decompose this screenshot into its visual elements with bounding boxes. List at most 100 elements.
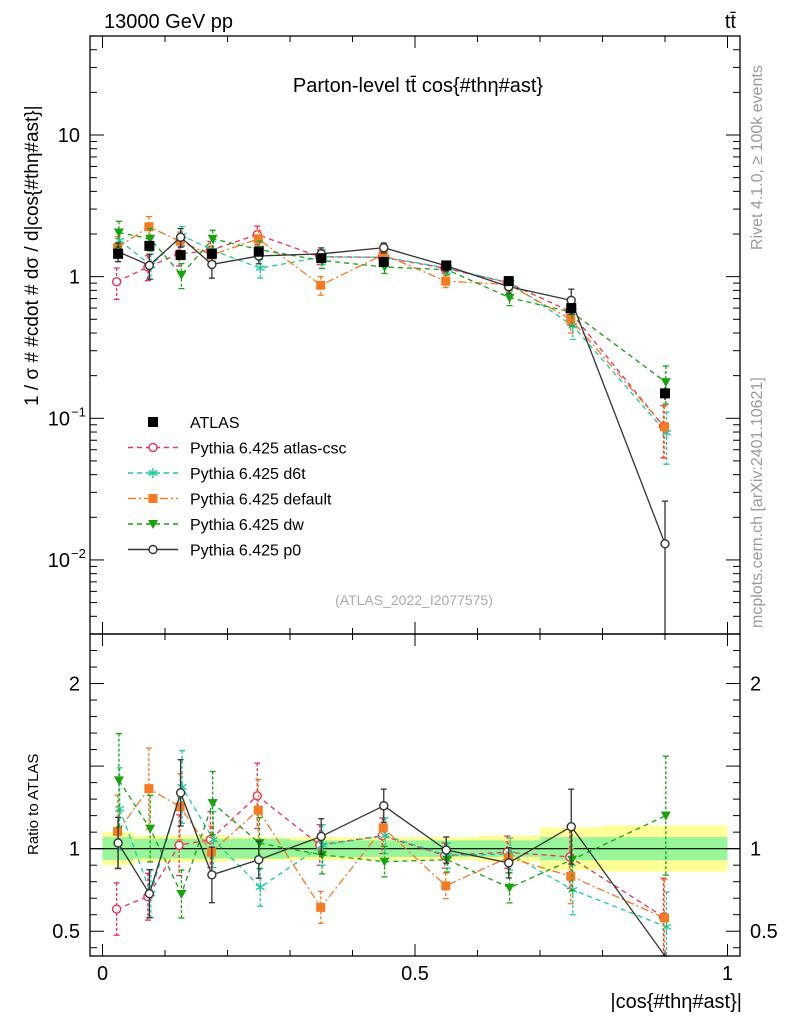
ratio-point [254, 854, 264, 865]
series-line [117, 226, 665, 428]
legend-marker [148, 442, 158, 453]
ratio-point [317, 850, 328, 860]
ratio-point [255, 882, 265, 893]
series-point [660, 539, 670, 549]
ratio-point [113, 838, 123, 848]
legend-marker [148, 544, 158, 555]
legend-marker [148, 520, 158, 529]
ratio-point [567, 855, 578, 865]
ratio-point [441, 845, 451, 855]
ratio-point [252, 791, 262, 801]
x-axis-label: |cos{#thη#ast}| [610, 991, 742, 1013]
ratio-point [318, 839, 328, 850]
ratio-point [661, 921, 672, 932]
asterisk-stroke [255, 884, 265, 891]
data-point [441, 260, 452, 271]
legend-marker [148, 494, 158, 503]
data-point [253, 246, 264, 257]
y-tick-label-exponent: −1 [71, 404, 86, 419]
ratio-point [316, 902, 326, 912]
series-point [378, 250, 388, 260]
series-point [660, 422, 669, 432]
series-point [566, 314, 576, 324]
ratio-point [145, 824, 156, 834]
ratio-point [660, 913, 669, 923]
rivet-label: Rivet 4.1.0, ≥ 100k events [749, 65, 766, 250]
asterisk-stroke [148, 469, 158, 477]
ratio-point [207, 799, 218, 809]
x-tick-label: 0 [97, 963, 108, 985]
y-tick-label: 10 [48, 550, 70, 572]
ratio-series-4 [113, 759, 666, 957]
ratio-point [566, 821, 576, 832]
ratio-tick-label: 1 [69, 839, 80, 861]
series-point [207, 259, 217, 270]
y-tick-label: 10 [48, 408, 70, 430]
ratio-tick-label: 0.5 [52, 921, 80, 943]
chart-title: Parton-level tt̄ cos{#thη#ast} [293, 75, 543, 97]
ratio-point [208, 834, 219, 845]
ratio-point [111, 904, 122, 914]
legend-label: Pythia 6.425 default [190, 492, 332, 509]
data-point [206, 248, 217, 259]
legend: ATLAS Pythia 6.425 atlas-csc Pythia 6.425 … [128, 415, 347, 560]
ratio-point [144, 784, 154, 794]
asterisk-stroke [380, 832, 390, 839]
legend-label-data: ATLAS [190, 415, 240, 432]
asterisk-stroke [318, 841, 328, 849]
asterisk-stroke [661, 429, 672, 436]
series-point [145, 234, 156, 244]
ratio-point [175, 788, 186, 798]
data-series [113, 240, 670, 400]
series-point [144, 222, 154, 232]
ratio-tick-label-right: 0.5 [750, 921, 778, 943]
y-tick-label: 1 [69, 267, 80, 289]
series-point [207, 234, 218, 244]
ratio-point [144, 889, 155, 899]
legend-marker [148, 468, 158, 478]
data-point [113, 248, 124, 259]
energy-label: 13000 GeV pp [104, 11, 233, 33]
ratio-tick-label: 2 [69, 674, 80, 696]
ratio-line [116, 794, 664, 918]
series-point [176, 270, 187, 280]
analysis-tag: (ATLAS_2022_I2077575) [335, 592, 493, 608]
ratio-point [504, 883, 515, 893]
asterisk-stroke [661, 923, 672, 930]
ratio-point [441, 881, 451, 891]
series-point [111, 277, 122, 287]
ratio-point [566, 871, 576, 881]
legend-label: Pythia 6.425 atlas-csc [190, 441, 347, 458]
legend-label: Pythia 6.425 d6t [190, 466, 306, 483]
ratio-point [113, 776, 124, 786]
series-point [175, 232, 186, 242]
ratio-series-3 [113, 732, 671, 919]
series-point [660, 378, 671, 388]
ratio-point [174, 840, 184, 850]
ratio-point [379, 801, 389, 811]
series-point [113, 228, 124, 238]
ratio-point [379, 857, 390, 867]
main-frame [89, 35, 741, 635]
ratio-point [114, 803, 125, 814]
series-point [144, 260, 155, 271]
data-point [378, 256, 389, 267]
ratio-tick-label-right: 1 [750, 839, 761, 861]
series-3 [113, 220, 671, 405]
asterisk-stroke [114, 805, 125, 812]
ratio-point [442, 855, 453, 865]
data-point [175, 250, 186, 261]
asterisk-stroke [208, 836, 219, 843]
ratio-point [660, 811, 671, 821]
ratio-frame [89, 633, 741, 957]
series-point [379, 243, 389, 253]
ratio-point [316, 831, 326, 842]
data-point [660, 388, 670, 399]
ratio-point [253, 805, 263, 815]
ratio-point [504, 858, 514, 868]
ratio-point [378, 823, 388, 833]
y-axis-label: 1 / σ # #cdot # dσ / d|cos{#thη#ast}| [22, 105, 43, 406]
series-point [255, 263, 265, 274]
